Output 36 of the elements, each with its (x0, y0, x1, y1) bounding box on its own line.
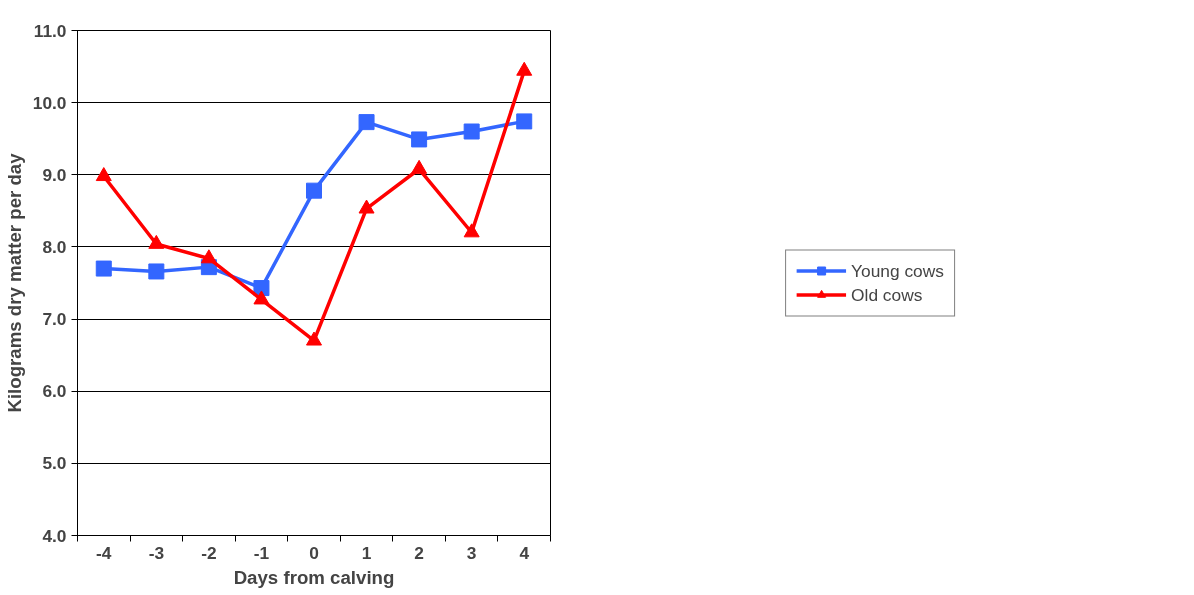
x-axis-title: Days from calving (233, 566, 395, 588)
y-tick-label: 9.0 (42, 164, 67, 185)
y-tick-label: 5.0 (42, 453, 67, 474)
legend-label: Young cows (851, 260, 944, 281)
y-tick-label: 4.0 (42, 525, 67, 546)
point (200, 249, 217, 264)
x-tick-label: 2 (414, 542, 424, 563)
y-tick-label: 8.0 (42, 236, 67, 257)
x-tick-label: 0 (309, 542, 319, 563)
x-tick-label: -3 (148, 542, 165, 563)
point (253, 290, 270, 305)
x-tick-label: -4 (96, 542, 112, 563)
point (411, 131, 428, 148)
point (95, 167, 112, 182)
point (148, 263, 165, 280)
point (95, 260, 112, 277)
point (148, 234, 165, 249)
point (306, 182, 322, 199)
x-tick-label: -2 (201, 542, 217, 563)
point (463, 223, 480, 238)
point (306, 331, 322, 346)
legend-label: Old cows (851, 284, 923, 305)
y-tick-label: 7.0 (42, 309, 67, 330)
point (358, 199, 375, 214)
x-tick-label: 1 (361, 542, 372, 563)
point (411, 159, 428, 174)
point (516, 113, 533, 130)
y-tick-label: 11.0 (33, 20, 67, 41)
point (358, 114, 375, 131)
x-tick-label: 4 (519, 542, 530, 563)
y-tick-label: 10.0 (32, 92, 67, 113)
x-tick-label: -1 (253, 542, 270, 563)
y-axis-title: Kilograms dry matter per day (3, 152, 25, 413)
point (463, 123, 480, 140)
y-tick-label: 6.0 (42, 381, 67, 402)
x-tick-label: 3 (466, 542, 477, 563)
